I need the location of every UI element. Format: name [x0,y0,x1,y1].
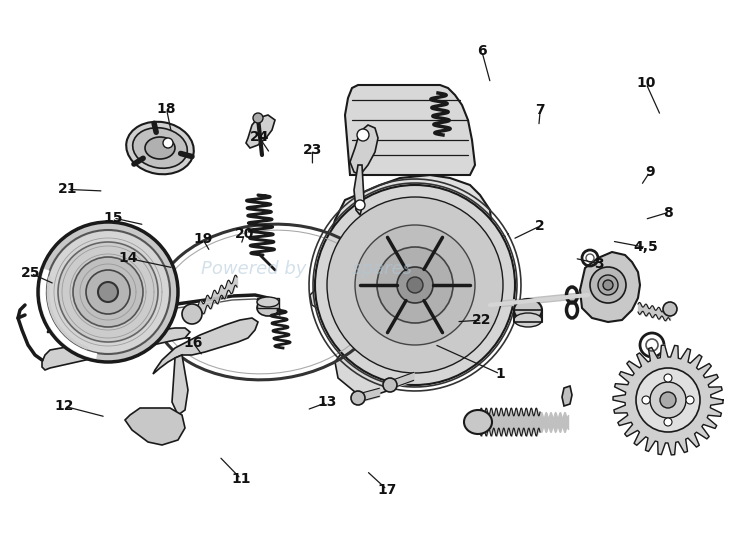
Circle shape [598,275,618,295]
Text: 11: 11 [231,472,250,486]
Circle shape [73,257,143,327]
Text: 7: 7 [535,103,545,117]
Polygon shape [153,318,258,374]
Circle shape [407,277,423,293]
Circle shape [686,396,694,404]
Ellipse shape [133,128,188,168]
Polygon shape [613,345,723,455]
Circle shape [351,391,365,405]
Text: 20: 20 [235,227,254,241]
Ellipse shape [145,137,175,159]
Text: 14: 14 [118,251,137,265]
Circle shape [642,396,650,404]
Text: 22: 22 [472,313,491,327]
Text: 15: 15 [104,211,123,225]
Text: 18: 18 [157,102,176,116]
Polygon shape [246,115,275,148]
Polygon shape [514,310,542,322]
Circle shape [355,200,365,210]
Circle shape [397,267,433,303]
Circle shape [315,185,515,385]
Polygon shape [172,355,188,415]
Text: 19: 19 [193,232,212,246]
Ellipse shape [514,313,542,327]
Circle shape [603,280,613,290]
Circle shape [38,222,178,362]
Polygon shape [350,125,378,175]
Circle shape [355,225,475,345]
Text: 16: 16 [184,336,203,350]
Polygon shape [42,328,190,370]
Circle shape [664,418,672,426]
Ellipse shape [126,122,193,174]
Circle shape [163,138,173,148]
Text: 21: 21 [58,182,77,196]
Circle shape [182,304,202,324]
Text: 12: 12 [55,399,74,413]
Circle shape [86,270,130,314]
Circle shape [327,197,503,373]
Text: 24: 24 [250,130,269,144]
Text: 10: 10 [637,76,656,90]
Circle shape [590,267,626,303]
Circle shape [636,368,700,432]
Polygon shape [345,85,475,175]
Polygon shape [315,175,492,362]
Circle shape [357,129,369,141]
Text: 23: 23 [303,143,322,157]
Text: Powered by        spares: Powered by spares [201,260,412,278]
Text: 25: 25 [21,266,40,280]
Circle shape [377,247,453,323]
Circle shape [650,382,686,418]
Text: 4,5: 4,5 [634,240,658,254]
Polygon shape [354,165,364,215]
Circle shape [663,302,677,316]
Polygon shape [310,282,328,310]
Text: 13: 13 [318,395,337,409]
Ellipse shape [257,300,279,316]
Text: 1: 1 [495,367,505,381]
Polygon shape [335,355,400,395]
Circle shape [664,374,672,382]
Text: 17: 17 [377,483,396,497]
Circle shape [58,242,158,342]
Circle shape [660,392,676,408]
Text: 2: 2 [535,219,545,233]
Polygon shape [257,298,279,308]
Circle shape [383,378,397,392]
Ellipse shape [514,299,542,321]
Ellipse shape [257,297,279,307]
Text: 9: 9 [645,165,655,179]
Ellipse shape [464,410,492,434]
Circle shape [98,282,118,302]
Polygon shape [125,408,185,445]
Circle shape [253,113,263,123]
Text: 3: 3 [593,257,604,271]
Text: 8: 8 [663,206,673,220]
Polygon shape [562,386,572,406]
Text: 6: 6 [477,44,487,58]
Polygon shape [580,252,640,322]
Circle shape [46,230,170,354]
